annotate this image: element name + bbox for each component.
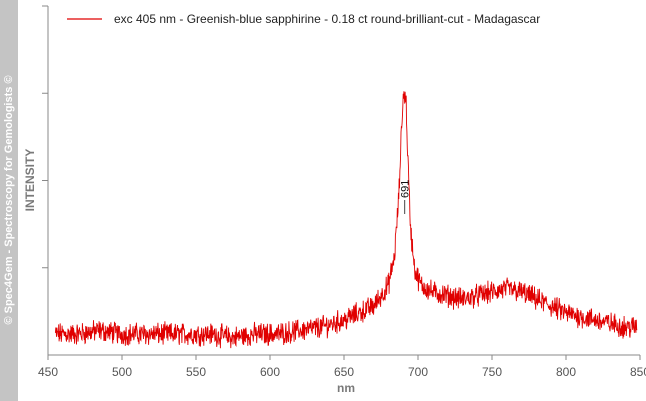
- x-tick-label: 450: [38, 365, 58, 379]
- x-axis-title: nm: [337, 381, 355, 395]
- legend: exc 405 nm - Greenish-blue sapphirine - …: [67, 12, 540, 26]
- x-tick-label: 650: [334, 365, 354, 379]
- annotations-layer: 691: [400, 180, 412, 214]
- x-tick-label: 700: [408, 365, 428, 379]
- series-line: [54, 91, 638, 349]
- series-layer: [54, 91, 638, 349]
- x-tick-label: 750: [482, 365, 502, 379]
- chart-axes: [42, 5, 640, 356]
- watermark-bar: © Spec4Gem - Spectroscopy for Gemologist…: [0, 0, 18, 401]
- x-tick-label: 800: [556, 365, 576, 379]
- peak-label: 691: [400, 180, 412, 198]
- x-tick-label: 600: [260, 365, 280, 379]
- x-tick-label: 500: [112, 365, 132, 379]
- x-tick-label: 550: [186, 365, 206, 379]
- y-axis-title: INTENSITY: [23, 149, 37, 212]
- legend-label: exc 405 nm - Greenish-blue sapphirine - …: [114, 12, 540, 26]
- x-ticks: 450 500 550 600 650 700 750 800 850: [38, 355, 646, 379]
- x-tick-label: 850: [630, 365, 646, 379]
